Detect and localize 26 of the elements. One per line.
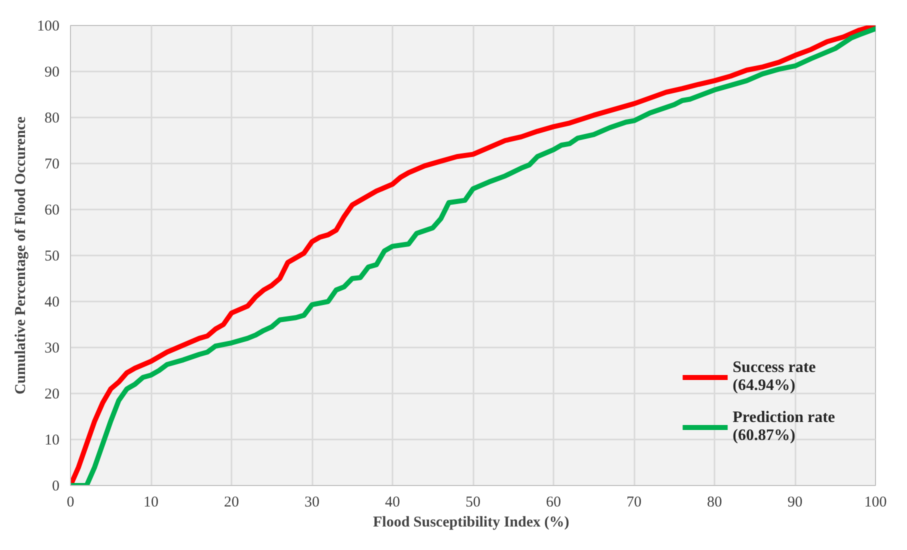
y-tick-label: 80 — [44, 110, 60, 126]
x-tick-label: 90 — [788, 494, 802, 510]
y-tick-label: 90 — [44, 64, 60, 80]
x-tick-label: 30 — [304, 494, 320, 510]
x-tick-label: 10 — [144, 494, 158, 510]
y-tick-label: 10 — [44, 432, 60, 448]
y-tick-label: 20 — [44, 386, 60, 402]
legend-label: Prediction rate (60.87%) — [732, 409, 835, 445]
y-tick-label: 60 — [44, 202, 60, 218]
x-tick-label: 80 — [707, 494, 722, 510]
x-tick-label: 70 — [626, 494, 642, 510]
y-tick-label: 40 — [44, 294, 60, 310]
y-tick-label: 100 — [37, 18, 60, 34]
x-tick-label: 20 — [224, 494, 239, 510]
x-tick-label: 40 — [385, 494, 400, 510]
x-tick-label: 60 — [546, 494, 561, 510]
y-tick-label: 50 — [44, 248, 60, 264]
x-tick-label: 100 — [864, 494, 887, 510]
x-axis-title: Flood Susceptibility Index (%) — [372, 514, 570, 530]
legend-label: Success rate (64.94%) — [732, 359, 816, 395]
y-tick-label: 0 — [52, 478, 60, 494]
x-tick-label: 0 — [66, 494, 74, 510]
y-axis-title: Cumulative Percentage of Flood Occurence — [13, 116, 29, 394]
y-tick-label: 70 — [44, 156, 60, 172]
x-tick-label: 50 — [466, 494, 480, 510]
y-tick-label: 30 — [44, 340, 60, 356]
